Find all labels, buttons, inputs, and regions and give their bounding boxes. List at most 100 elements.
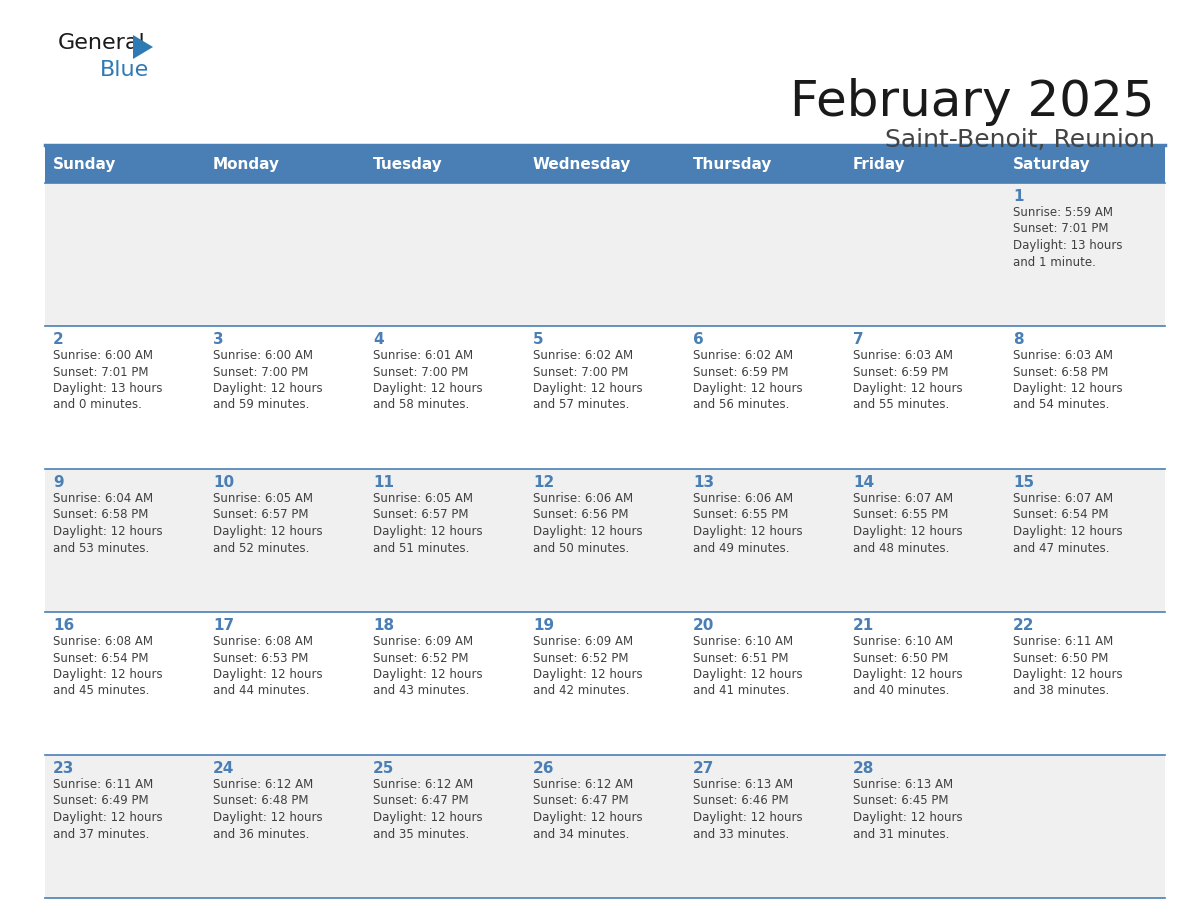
- Text: 21: 21: [853, 618, 874, 633]
- Text: 17: 17: [213, 618, 234, 633]
- Text: Sunrise: 6:01 AM: Sunrise: 6:01 AM: [373, 349, 473, 362]
- Text: Sunset: 6:47 PM: Sunset: 6:47 PM: [373, 794, 468, 808]
- Text: Sunrise: 6:11 AM: Sunrise: 6:11 AM: [1013, 635, 1113, 648]
- Text: Daylight: 13 hours: Daylight: 13 hours: [1013, 239, 1123, 252]
- Text: Sunset: 6:49 PM: Sunset: 6:49 PM: [53, 794, 148, 808]
- Text: Sunrise: 6:03 AM: Sunrise: 6:03 AM: [853, 349, 953, 362]
- Text: Sunset: 6:51 PM: Sunset: 6:51 PM: [693, 652, 789, 665]
- Text: Daylight: 12 hours: Daylight: 12 hours: [693, 382, 803, 395]
- Text: Daylight: 12 hours: Daylight: 12 hours: [213, 668, 323, 681]
- Text: Daylight: 12 hours: Daylight: 12 hours: [853, 811, 962, 824]
- Text: Sunrise: 6:00 AM: Sunrise: 6:00 AM: [53, 349, 153, 362]
- Text: and 56 minutes.: and 56 minutes.: [693, 398, 789, 411]
- Text: Daylight: 12 hours: Daylight: 12 hours: [53, 811, 163, 824]
- Text: 25: 25: [373, 761, 394, 776]
- Text: and 54 minutes.: and 54 minutes.: [1013, 398, 1110, 411]
- Text: Sunset: 7:00 PM: Sunset: 7:00 PM: [213, 365, 309, 378]
- Text: Thursday: Thursday: [693, 156, 772, 172]
- Text: Sunset: 6:56 PM: Sunset: 6:56 PM: [533, 509, 628, 521]
- Text: Sunrise: 6:08 AM: Sunrise: 6:08 AM: [53, 635, 153, 648]
- Text: Sunset: 6:55 PM: Sunset: 6:55 PM: [693, 509, 789, 521]
- Text: and 50 minutes.: and 50 minutes.: [533, 542, 630, 554]
- Text: Sunset: 6:54 PM: Sunset: 6:54 PM: [53, 652, 148, 665]
- Text: 9: 9: [53, 475, 64, 490]
- Polygon shape: [133, 35, 153, 59]
- Text: and 52 minutes.: and 52 minutes.: [213, 542, 309, 554]
- Text: Sunset: 6:47 PM: Sunset: 6:47 PM: [533, 794, 628, 808]
- Text: Daylight: 12 hours: Daylight: 12 hours: [533, 382, 643, 395]
- Text: Daylight: 12 hours: Daylight: 12 hours: [853, 668, 962, 681]
- Text: and 57 minutes.: and 57 minutes.: [533, 398, 630, 411]
- Text: Sunrise: 6:05 AM: Sunrise: 6:05 AM: [213, 492, 312, 505]
- Text: and 48 minutes.: and 48 minutes.: [853, 542, 949, 554]
- Text: and 37 minutes.: and 37 minutes.: [53, 827, 150, 841]
- Text: and 55 minutes.: and 55 minutes.: [853, 398, 949, 411]
- Text: Sunrise: 6:12 AM: Sunrise: 6:12 AM: [533, 778, 633, 791]
- Text: and 34 minutes.: and 34 minutes.: [533, 827, 630, 841]
- Text: and 42 minutes.: and 42 minutes.: [533, 685, 630, 698]
- Text: Sunrise: 6:07 AM: Sunrise: 6:07 AM: [1013, 492, 1113, 505]
- Text: Sunset: 7:01 PM: Sunset: 7:01 PM: [53, 365, 148, 378]
- Text: Daylight: 12 hours: Daylight: 12 hours: [53, 525, 163, 538]
- Text: Sunset: 6:50 PM: Sunset: 6:50 PM: [1013, 652, 1108, 665]
- Text: and 38 minutes.: and 38 minutes.: [1013, 685, 1110, 698]
- Text: 8: 8: [1013, 332, 1024, 347]
- Text: Tuesday: Tuesday: [373, 156, 443, 172]
- Text: Sunset: 7:00 PM: Sunset: 7:00 PM: [373, 365, 468, 378]
- Text: Sunrise: 5:59 AM: Sunrise: 5:59 AM: [1013, 206, 1113, 219]
- Text: Sunrise: 6:03 AM: Sunrise: 6:03 AM: [1013, 349, 1113, 362]
- Text: Sunset: 6:57 PM: Sunset: 6:57 PM: [213, 509, 309, 521]
- Text: Sunrise: 6:09 AM: Sunrise: 6:09 AM: [533, 635, 633, 648]
- Text: and 40 minutes.: and 40 minutes.: [853, 685, 949, 698]
- Text: Daylight: 12 hours: Daylight: 12 hours: [53, 668, 163, 681]
- Text: 27: 27: [693, 761, 714, 776]
- Text: Sunset: 6:50 PM: Sunset: 6:50 PM: [853, 652, 948, 665]
- Text: Daylight: 12 hours: Daylight: 12 hours: [533, 668, 643, 681]
- Bar: [45, 326, 1165, 469]
- Text: and 1 minute.: and 1 minute.: [1013, 255, 1095, 268]
- Bar: [45, 612, 1165, 755]
- Text: Sunset: 6:57 PM: Sunset: 6:57 PM: [373, 509, 468, 521]
- Bar: [45, 145, 1165, 183]
- Text: and 44 minutes.: and 44 minutes.: [213, 685, 310, 698]
- Text: 11: 11: [373, 475, 394, 490]
- Text: Daylight: 12 hours: Daylight: 12 hours: [1013, 668, 1123, 681]
- Text: and 49 minutes.: and 49 minutes.: [693, 542, 790, 554]
- Text: Monday: Monday: [213, 156, 280, 172]
- Text: Sunset: 6:45 PM: Sunset: 6:45 PM: [853, 794, 948, 808]
- Text: 26: 26: [533, 761, 555, 776]
- Text: Daylight: 12 hours: Daylight: 12 hours: [213, 525, 323, 538]
- Text: Sunrise: 6:08 AM: Sunrise: 6:08 AM: [213, 635, 312, 648]
- Text: Daylight: 12 hours: Daylight: 12 hours: [373, 382, 482, 395]
- Text: Daylight: 12 hours: Daylight: 12 hours: [693, 668, 803, 681]
- Text: and 41 minutes.: and 41 minutes.: [693, 685, 790, 698]
- Text: Sunrise: 6:00 AM: Sunrise: 6:00 AM: [213, 349, 312, 362]
- Text: Daylight: 12 hours: Daylight: 12 hours: [1013, 382, 1123, 395]
- Text: 10: 10: [213, 475, 234, 490]
- Text: Sunset: 6:52 PM: Sunset: 6:52 PM: [373, 652, 468, 665]
- Text: and 31 minutes.: and 31 minutes.: [853, 827, 949, 841]
- Bar: [45, 755, 1165, 898]
- Text: 13: 13: [693, 475, 714, 490]
- Text: Daylight: 12 hours: Daylight: 12 hours: [373, 668, 482, 681]
- Text: 18: 18: [373, 618, 394, 633]
- Text: and 53 minutes.: and 53 minutes.: [53, 542, 150, 554]
- Text: Sunrise: 6:10 AM: Sunrise: 6:10 AM: [853, 635, 953, 648]
- Text: Saint-Benoit, Reunion: Saint-Benoit, Reunion: [885, 128, 1155, 152]
- Bar: [45, 469, 1165, 612]
- Text: Saturday: Saturday: [1013, 156, 1091, 172]
- Text: Daylight: 12 hours: Daylight: 12 hours: [693, 811, 803, 824]
- Text: Wednesday: Wednesday: [533, 156, 631, 172]
- Text: Sunrise: 6:11 AM: Sunrise: 6:11 AM: [53, 778, 153, 791]
- Text: Sunrise: 6:13 AM: Sunrise: 6:13 AM: [853, 778, 953, 791]
- Text: Sunrise: 6:02 AM: Sunrise: 6:02 AM: [533, 349, 633, 362]
- Text: 24: 24: [213, 761, 234, 776]
- Text: Sunrise: 6:05 AM: Sunrise: 6:05 AM: [373, 492, 473, 505]
- Text: Daylight: 12 hours: Daylight: 12 hours: [373, 811, 482, 824]
- Text: and 58 minutes.: and 58 minutes.: [373, 398, 469, 411]
- Text: and 43 minutes.: and 43 minutes.: [373, 685, 469, 698]
- Text: Sunrise: 6:04 AM: Sunrise: 6:04 AM: [53, 492, 153, 505]
- Text: Sunset: 6:52 PM: Sunset: 6:52 PM: [533, 652, 628, 665]
- Text: Sunset: 6:53 PM: Sunset: 6:53 PM: [213, 652, 309, 665]
- Text: Sunrise: 6:02 AM: Sunrise: 6:02 AM: [693, 349, 794, 362]
